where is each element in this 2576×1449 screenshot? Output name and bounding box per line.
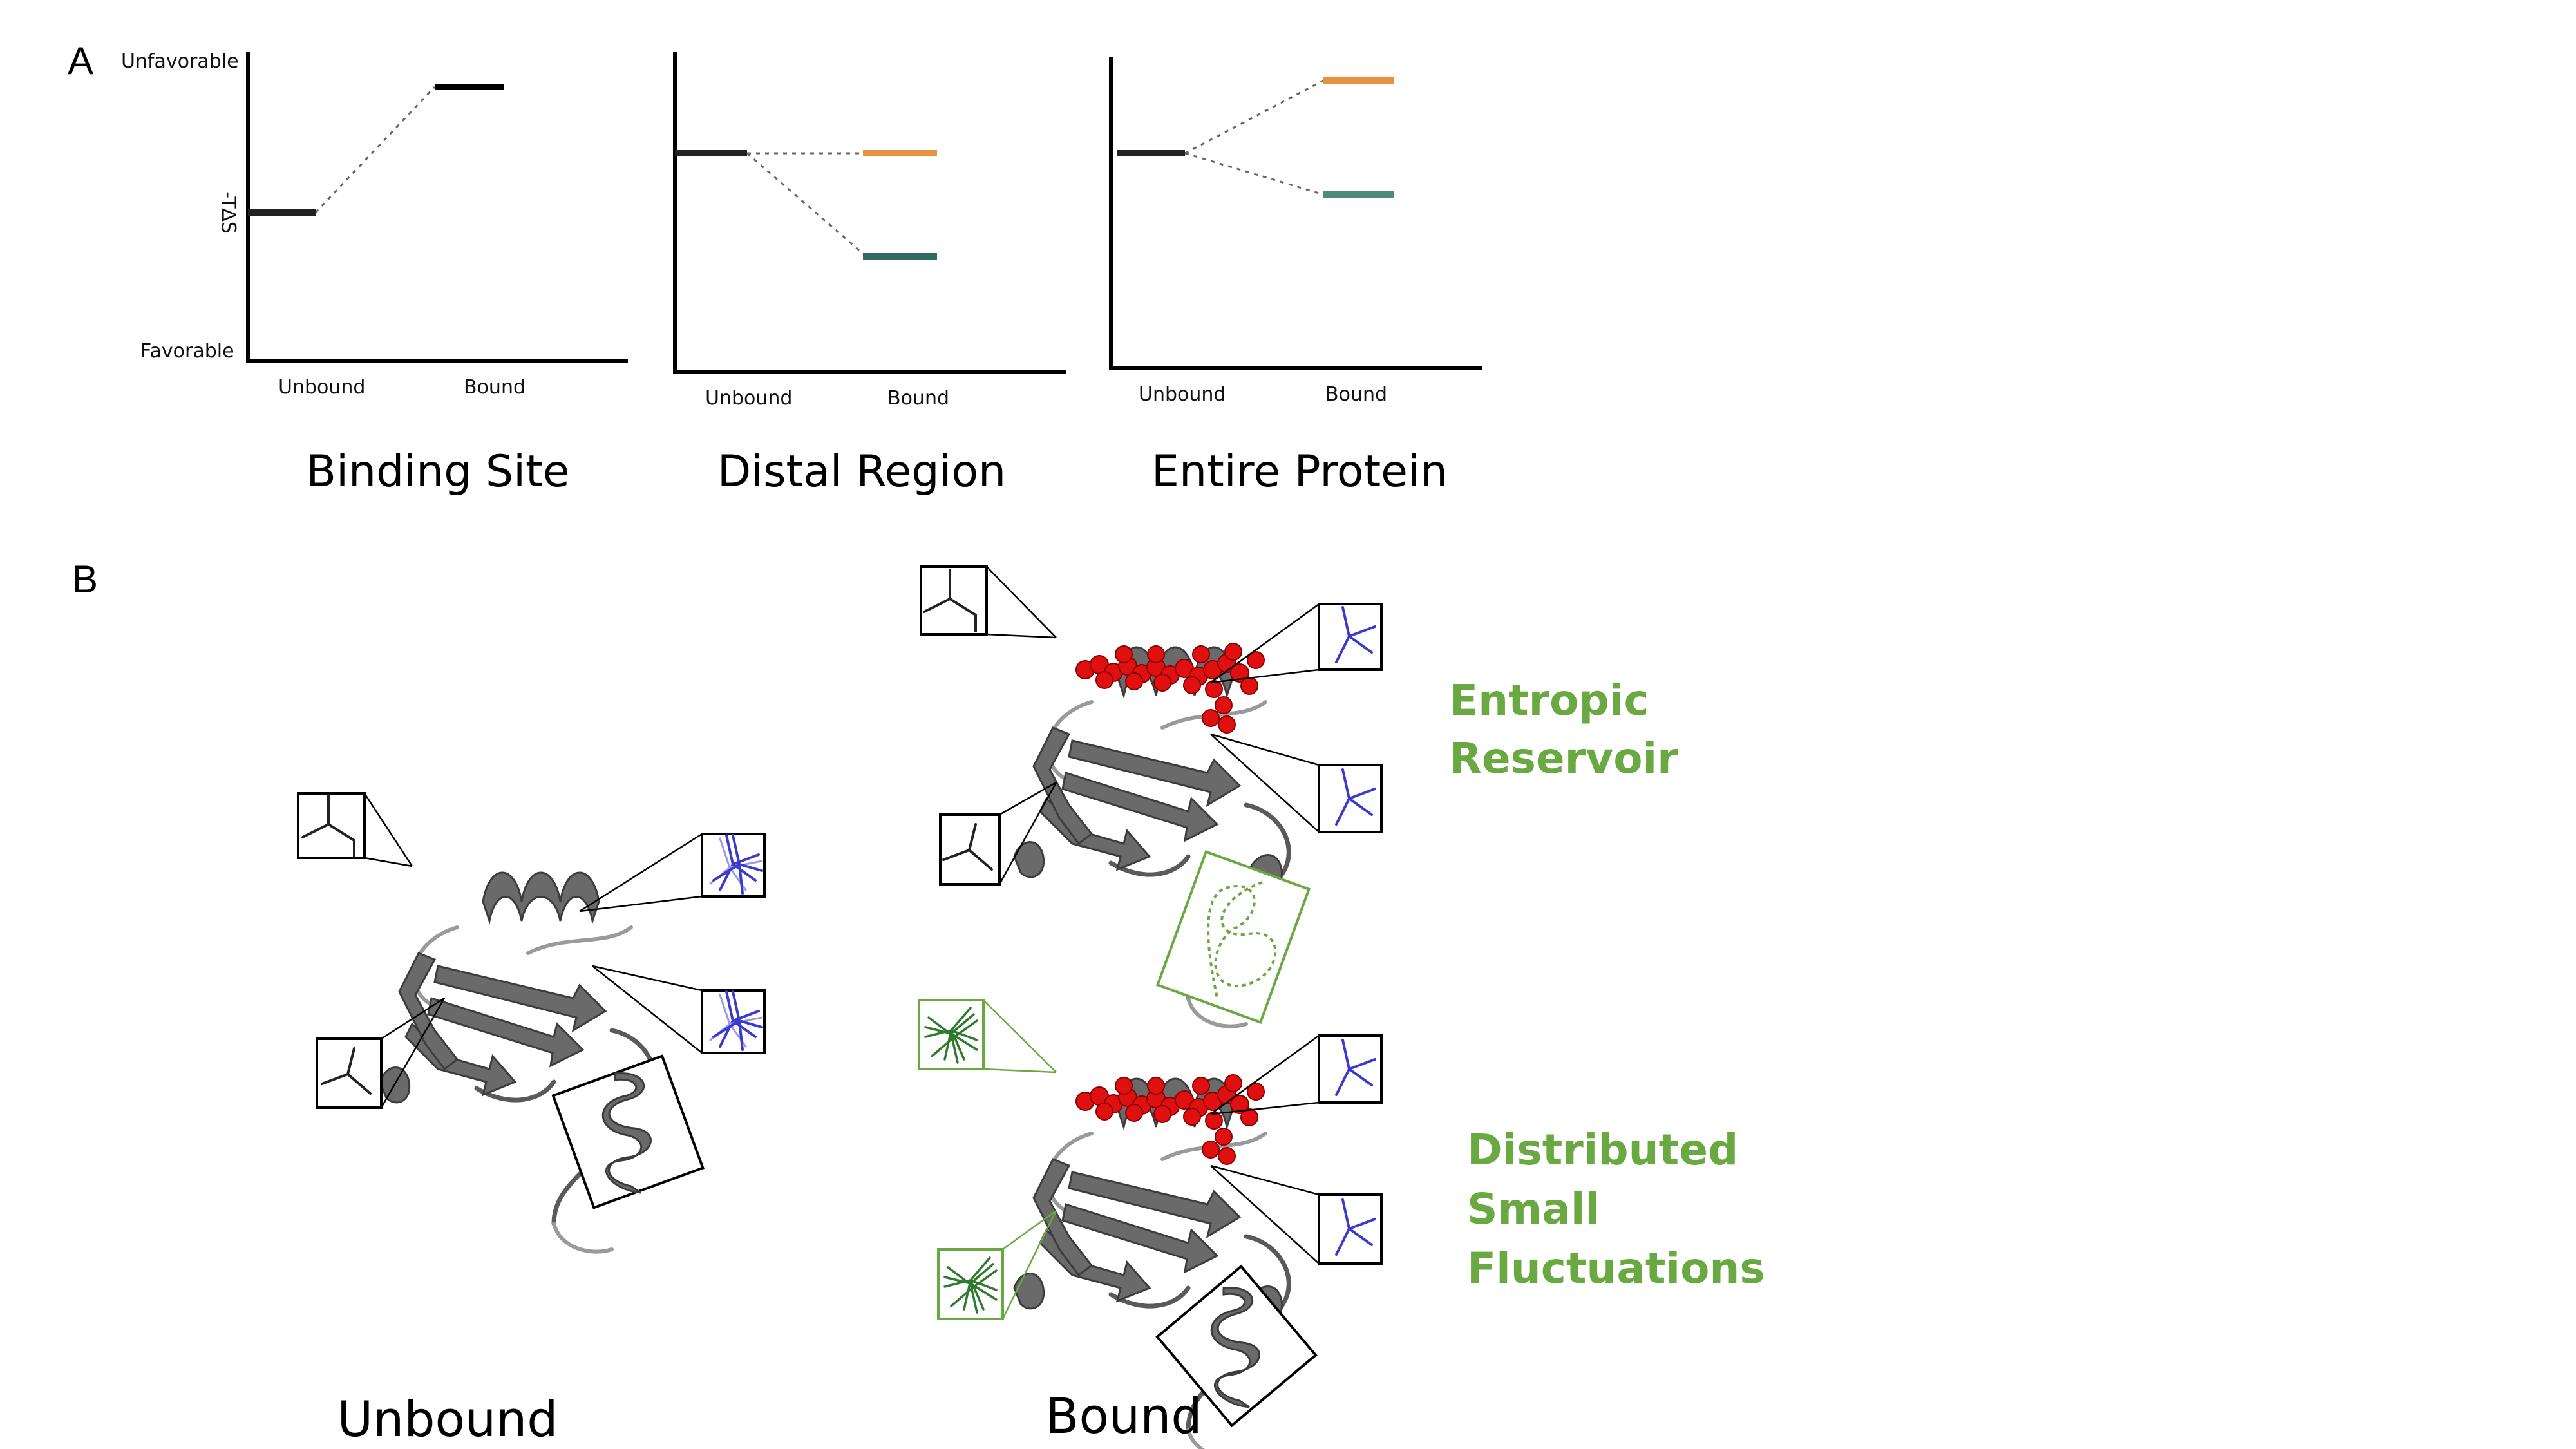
chart-1-axes xyxy=(246,52,628,363)
chart-1-title: Binding Site xyxy=(306,446,569,497)
unbound-connector xyxy=(364,857,413,867)
chart-binding-site: Unfavorable Favorable -T∆S Unbound Bound… xyxy=(121,50,628,497)
chart-2-x-label-unbound: Unbound xyxy=(705,387,792,410)
chart-2-title: Distal Region xyxy=(717,446,1006,497)
chart-entire-protein: Unbound Bound Entire Protein xyxy=(1109,57,1482,497)
bound-connector xyxy=(1210,1165,1320,1264)
chart-3-x-label-bound: Bound xyxy=(1325,383,1387,406)
bound-label: Bound xyxy=(1045,1387,1202,1444)
fluctuations-label-line3: Fluctuations xyxy=(1467,1244,1765,1293)
panel-a-letter: A xyxy=(68,39,93,82)
y-bottom-label: Favorable xyxy=(140,340,234,363)
y-top-label: Unfavorable xyxy=(121,50,239,73)
bound-connector xyxy=(1210,734,1320,833)
chart-3-connector-lower xyxy=(1184,152,1324,196)
chart-2-connector-lower xyxy=(746,152,867,258)
unbound-label: Unbound xyxy=(337,1390,558,1448)
chart-1-x-label-bound: Bound xyxy=(464,376,526,399)
bound-connector xyxy=(998,782,1057,885)
chart-3-axes xyxy=(1109,57,1482,370)
bound-connector xyxy=(1210,733,1320,766)
bound-connector xyxy=(1210,668,1320,684)
bound-connector xyxy=(1210,603,1320,684)
unbound-protein-figure xyxy=(297,792,766,1252)
bound-protein-reservoir-figure xyxy=(920,565,1383,1027)
chart-2-x-label-bound: Bound xyxy=(887,387,949,410)
unbound-connector xyxy=(592,965,703,992)
unbound-connector xyxy=(380,998,446,1108)
bound-connector xyxy=(986,566,1057,638)
bound-connector-green xyxy=(1001,1210,1057,1320)
unbound-connector xyxy=(579,833,703,913)
chart-3-connector-upper xyxy=(1184,79,1324,155)
disordered-loop-icon xyxy=(1207,881,1277,999)
unbound-connector xyxy=(381,997,445,1040)
entropic-reservoir-label-line1: Entropic xyxy=(1449,676,1649,725)
unbound-connector xyxy=(592,965,703,1054)
y-axis-label: -T∆S xyxy=(217,191,240,234)
bound-connector-green xyxy=(983,1068,1057,1074)
disordered-region-box xyxy=(1155,849,1311,1025)
bound-connector-green xyxy=(1002,1209,1057,1251)
panel-b-letter: B xyxy=(72,558,98,601)
chart-3-x-label-unbound: Unbound xyxy=(1139,383,1226,406)
fluctuations-label-line2: Small xyxy=(1467,1184,1600,1234)
bound-connector xyxy=(986,633,1057,639)
unbound-connector xyxy=(579,895,703,913)
chart-distal-region: Unbound Bound Distal Region xyxy=(673,52,1066,497)
bound-sidechain-box-green xyxy=(937,1248,1004,1320)
chart-3-title: Entire Protein xyxy=(1151,446,1448,497)
chart-2-axes xyxy=(673,52,1066,374)
unbound-connector xyxy=(363,793,413,867)
bound-connector xyxy=(1210,1034,1320,1115)
entropic-reservoir-label-line2: Reservoir xyxy=(1449,734,1678,783)
chart-1-connector xyxy=(314,86,436,214)
fluctuations-label-line1: Distributed xyxy=(1467,1125,1738,1175)
bound-protein-fluctuations-figure xyxy=(918,999,1383,1449)
bound-connector xyxy=(999,781,1057,816)
chart-1-x-label-unbound: Unbound xyxy=(278,376,365,399)
bound-connector-green xyxy=(983,999,1057,1073)
bound-connector xyxy=(1210,1101,1320,1115)
bound-connector xyxy=(1210,1164,1320,1196)
